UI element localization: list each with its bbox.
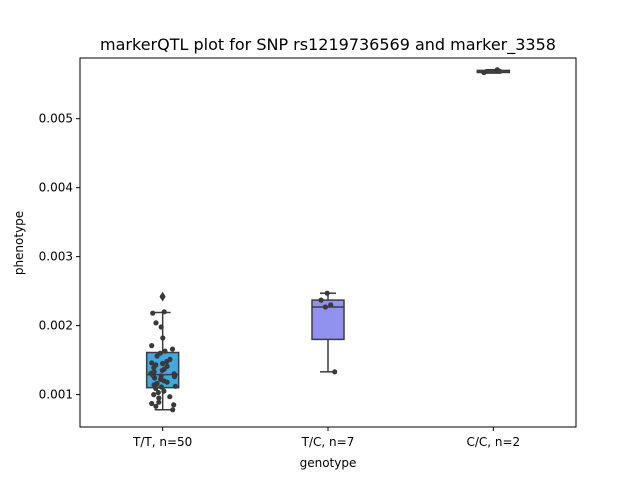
data-point [332, 369, 338, 375]
y-tick-label: 0.002 [39, 319, 73, 333]
data-point [159, 367, 165, 373]
data-point [324, 290, 330, 296]
data-point [494, 67, 500, 73]
data-point [151, 365, 157, 371]
y-axis-label: phenotype [12, 211, 26, 275]
data-point [154, 353, 160, 359]
data-point [153, 385, 159, 391]
y-tick-label: 0.004 [39, 181, 73, 195]
data-point [171, 402, 177, 408]
chart-title: markerQTL plot for SNP rs1219736569 and … [100, 35, 556, 55]
data-point [151, 392, 157, 398]
data-point [172, 383, 178, 389]
data-point [164, 358, 170, 365]
x-tick-label: C/C, n=2 [466, 435, 520, 449]
x-tick-label: T/C, n=7 [301, 435, 355, 449]
data-point [156, 399, 162, 405]
data-point [156, 395, 162, 401]
data-point [158, 384, 164, 390]
data-point [171, 374, 178, 380]
data-point [328, 302, 334, 308]
data-point [150, 310, 156, 316]
data-point [169, 346, 176, 352]
data-point [149, 360, 155, 366]
x-axis-label: genotype [300, 456, 357, 470]
data-point [161, 388, 167, 394]
data-point [164, 379, 170, 385]
data-point [159, 294, 165, 300]
data-point [155, 389, 161, 396]
data-point [153, 320, 159, 326]
data-point [160, 360, 166, 367]
data-point [481, 69, 487, 76]
y-tick-label: 0.003 [39, 250, 73, 264]
box [311, 299, 345, 341]
data-point [158, 324, 164, 330]
y-tick-label: 0.001 [39, 388, 73, 402]
data-point [322, 304, 328, 310]
data-point [149, 400, 155, 407]
data-point [160, 335, 166, 341]
data-point [167, 394, 173, 400]
y-tick-label: 0.005 [39, 112, 73, 126]
data-point [153, 403, 159, 409]
data-point [162, 348, 168, 354]
data-point [170, 407, 176, 413]
data-point [152, 375, 158, 381]
data-point [161, 309, 167, 315]
x-tick-label: T/T, n=50 [132, 435, 192, 449]
data-point [149, 343, 155, 349]
data-point [318, 297, 324, 303]
